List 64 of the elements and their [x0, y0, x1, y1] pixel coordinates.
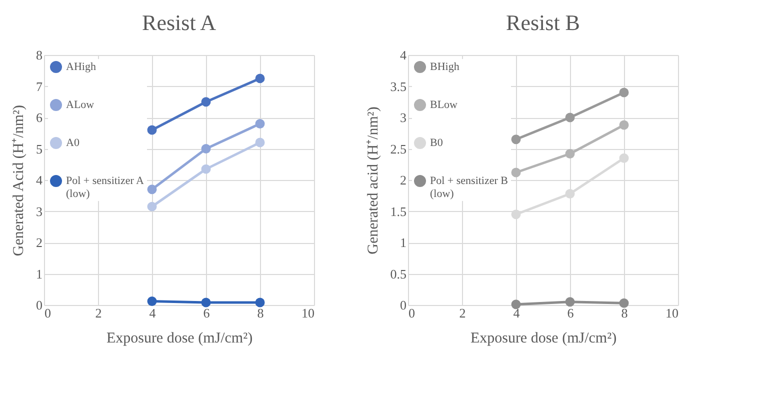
x-tick-label: 4	[149, 306, 156, 320]
y-tick-label: 6	[36, 110, 43, 125]
point	[565, 297, 575, 307]
legend-label: Pol + sensitizer A (low)	[66, 175, 144, 200]
y-tick-label: 1	[400, 235, 406, 250]
point	[201, 97, 211, 107]
y-tick-label: 4	[36, 172, 43, 188]
point	[201, 298, 211, 308]
legend-label: A0	[66, 137, 80, 149]
point	[565, 189, 575, 198]
point	[147, 184, 157, 194]
x-axis-title: Exposure dose (mJ/cm²)	[106, 330, 253, 346]
point	[255, 119, 265, 128]
point	[511, 168, 521, 178]
x-tick-label: 8	[257, 306, 264, 320]
y-tick-label: 5	[36, 141, 42, 156]
y-tick-label: 2	[400, 172, 406, 188]
point	[147, 296, 157, 306]
point	[201, 144, 211, 154]
y-tick-label: 4	[400, 48, 407, 62]
legend-label: B0	[430, 137, 444, 149]
x-tick-label: 2	[95, 306, 102, 320]
point	[255, 138, 265, 148]
y-axis-title: Generated acid (H⁺/nm²)	[365, 106, 382, 254]
point	[565, 149, 575, 158]
point	[619, 88, 629, 98]
chart-title: Resist B	[506, 10, 580, 35]
y-tick-label: 3.5	[390, 78, 406, 94]
y-tick-label: 7	[36, 78, 43, 94]
y-tick-label: 1	[36, 266, 42, 282]
point	[619, 298, 629, 308]
point	[255, 74, 265, 84]
point	[511, 134, 521, 144]
y-tick-label: 2	[36, 235, 42, 250]
y-tick-label: 8	[36, 48, 42, 62]
x-tick-label: 6	[567, 306, 574, 320]
x-tick-label: 8	[621, 306, 628, 320]
chart-title: Resist A	[142, 10, 216, 35]
point	[511, 300, 521, 310]
legend-label: BLow	[430, 99, 458, 111]
point	[565, 112, 575, 122]
legend-label: Pol + sensitizer B (low)	[430, 175, 508, 200]
point	[147, 202, 157, 212]
x-tick-label: 2	[459, 306, 466, 320]
y-tick-label: 2.5	[390, 141, 406, 156]
point	[511, 210, 521, 220]
point	[201, 164, 211, 174]
y-tick-label: 0.5	[390, 266, 406, 282]
y-tick-label: 3	[400, 110, 406, 125]
point	[147, 125, 157, 135]
x-tick-label: 4	[513, 306, 520, 320]
y-tick-label: 3	[36, 204, 42, 219]
point	[255, 298, 265, 308]
y-axis-title: Generated Acid (H⁺/nm²)	[11, 104, 27, 256]
x-tick-label: 6	[203, 306, 210, 320]
legend-label: BHigh	[430, 61, 460, 73]
legend-label: ALow	[66, 99, 94, 111]
x-tick-label: 10	[666, 306, 678, 320]
legend-label: AHigh	[66, 61, 96, 73]
point	[619, 153, 629, 163]
x-axis-title: Exposure dose (mJ/cm²)	[470, 330, 617, 346]
x-tick-label: 10	[302, 306, 314, 320]
y-tick-label: 1.5	[390, 204, 406, 219]
point	[619, 120, 629, 130]
